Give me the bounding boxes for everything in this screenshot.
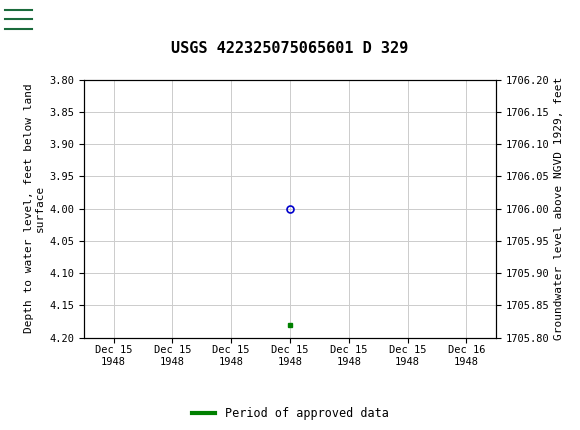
Legend: Period of approved data: Period of approved data [187,402,393,424]
Text: USGS 422325075065601 D 329: USGS 422325075065601 D 329 [171,41,409,56]
Y-axis label: Depth to water level, feet below land
surface: Depth to water level, feet below land su… [24,84,45,333]
FancyBboxPatch shape [5,3,60,36]
Y-axis label: Groundwater level above NGVD 1929, feet: Groundwater level above NGVD 1929, feet [553,77,564,340]
Text: USGS: USGS [34,12,70,27]
